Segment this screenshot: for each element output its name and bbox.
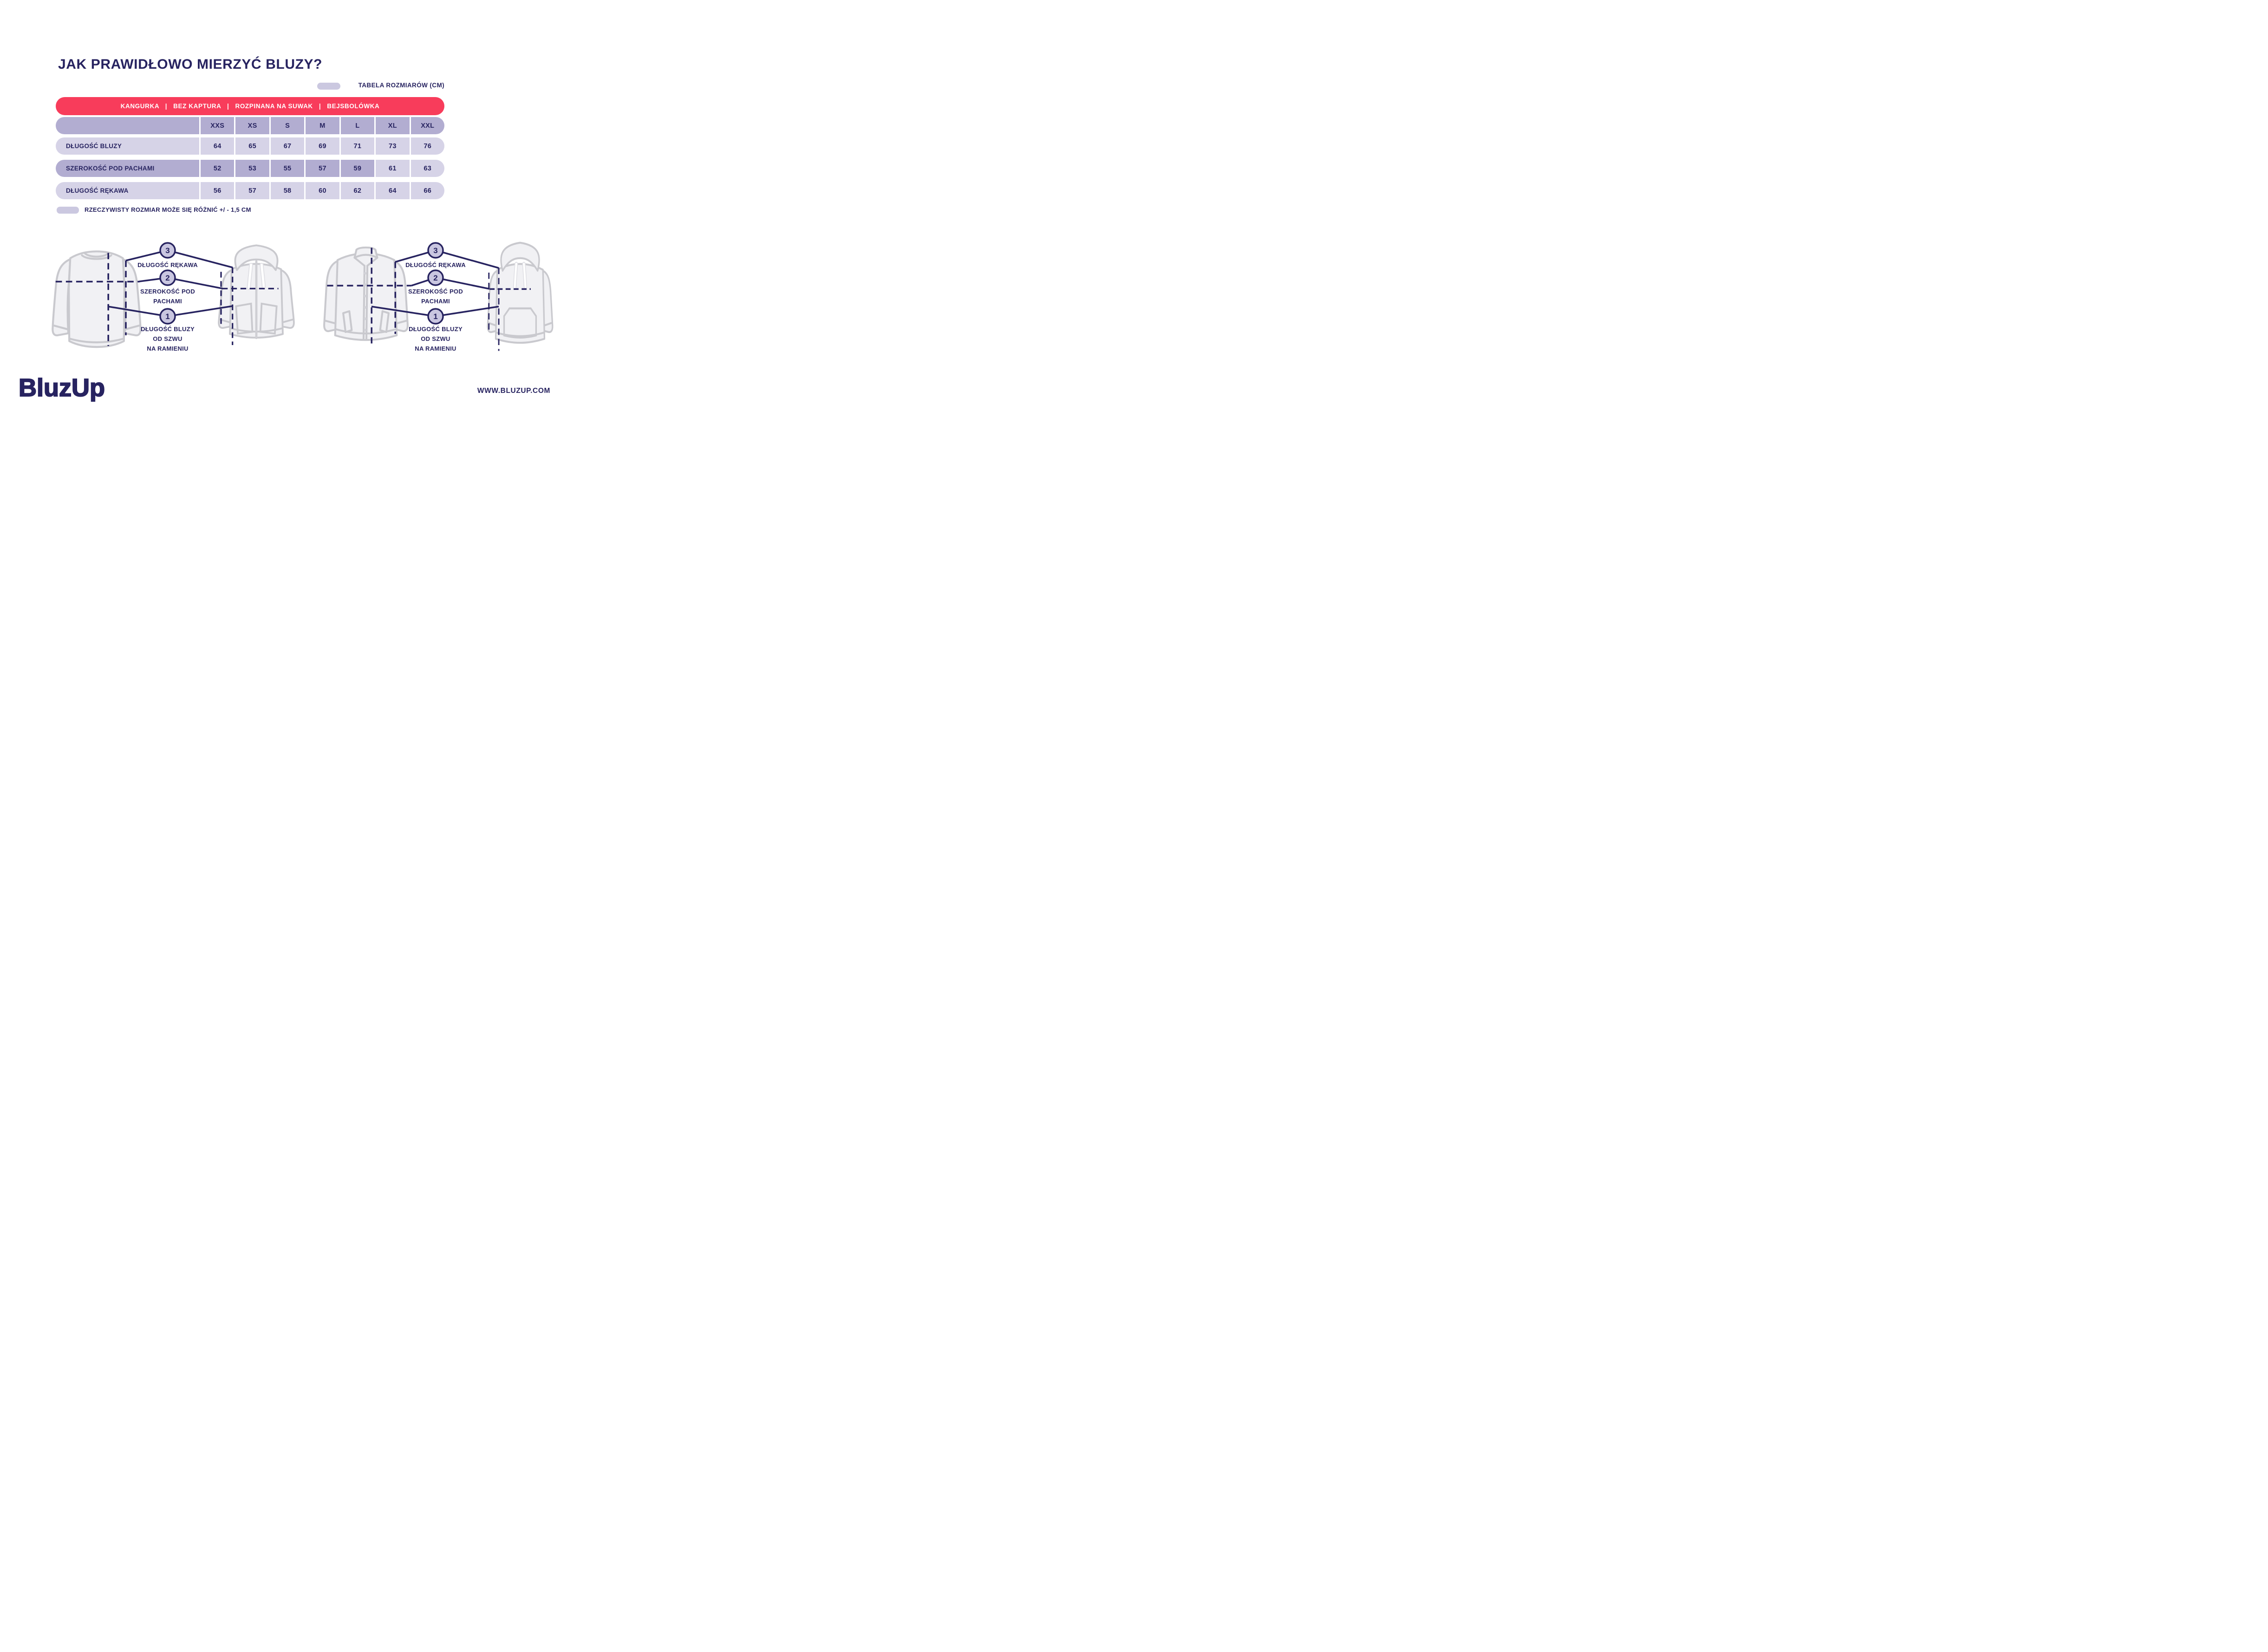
pullover-hoodie-illustration — [488, 243, 553, 351]
page-title: JAK PRAWIDŁOWO MIERZYĆ BLUZY? — [58, 57, 323, 72]
table-header-row: XXS XS S M L XL XXL — [56, 117, 444, 134]
callout-number: 3 — [165, 246, 169, 255]
size-cell: 67 — [270, 137, 305, 155]
callout-number: 2 — [165, 274, 169, 282]
callout-circle-1 — [159, 308, 176, 325]
size-cell: 64 — [376, 182, 410, 199]
size-cell: 57 — [306, 160, 339, 177]
table-caption: TABELA ROZMIARÓW (CM) — [358, 82, 444, 89]
size-cell: 73 — [376, 137, 410, 155]
diagram-hoodie-svg: 3 2 1 — [48, 242, 308, 368]
callout-circle-3 — [427, 242, 444, 259]
diagram-hoodie-set: 3 2 1 DŁUGOŚĆ RĘKAWA SZEROKOŚĆ POD PACHA… — [48, 234, 308, 368]
note-pill-icon — [57, 207, 79, 214]
size-note: RZECZYWISTY ROZMIAR MOŻE SIĘ RÓŻNIĆ +/ -… — [85, 206, 251, 213]
size-cell: 56 — [201, 182, 235, 199]
website-url: WWW.BLUZUP.COM — [477, 387, 550, 395]
corner-cell — [56, 117, 199, 134]
table-row-width: SZEROKOŚĆ POD PACHAMI 52 53 55 57 59 61 … — [56, 160, 444, 177]
category-banner-text: KANGURKA | BEZ KAPTURA | ROZPINANA NA SU… — [120, 103, 380, 110]
size-cell: 65 — [235, 137, 269, 155]
caption-pill-icon — [317, 83, 340, 90]
diagram-jacket-svg: 3 2 1 — [316, 234, 567, 368]
column-header-xxs: XXS — [201, 117, 235, 134]
callout-number: 1 — [165, 312, 169, 321]
infographic-page: JAK PRAWIDŁOWO MIERZYĆ BLUZY? TABELA ROZ… — [0, 0, 567, 413]
column-header-xxl: XXL — [411, 117, 444, 134]
size-cell: 57 — [235, 182, 269, 199]
callout-circle-1 — [427, 308, 444, 325]
size-cell: 53 — [235, 160, 269, 177]
row-label: DŁUGOŚĆ BLUZY — [56, 137, 199, 155]
size-cell: 62 — [340, 182, 375, 199]
callout-label-width: SZEROKOŚĆ POD PACHAMI — [140, 288, 196, 305]
category-banner: KANGURKA | BEZ KAPTURA | ROZPINANA NA SU… — [56, 97, 444, 115]
size-cell: 69 — [306, 137, 339, 155]
callout-number: 3 — [433, 246, 437, 255]
size-cell: 71 — [340, 137, 375, 155]
callout-label-width: SZEROKOŚĆ POD PACHAMI — [408, 288, 463, 305]
diagram-jacket-set: 3 2 1 DŁUGOŚĆ RĘKAWA SZEROKOŚĆ POD PACHA… — [316, 234, 567, 368]
callout-label-sleeve: DŁUGOŚĆ RĘKAWA — [405, 261, 466, 268]
table-row-length: DŁUGOŚĆ BLUZY 64 65 67 69 71 73 76 — [56, 137, 444, 155]
column-header-m: M — [306, 117, 339, 134]
column-header-l: L — [340, 117, 375, 134]
size-cell: 58 — [270, 182, 305, 199]
table-row-sleeve: DŁUGOŚĆ RĘKAWA 56 57 58 60 62 64 66 — [56, 182, 444, 199]
brand-logo: BluzUp — [18, 373, 105, 402]
size-cell: 64 — [201, 137, 235, 155]
callout-circle-2 — [159, 269, 176, 286]
size-cell: 76 — [411, 137, 444, 155]
size-cell: 63 — [411, 160, 444, 177]
size-table: XXS XS S M L XL XXL DŁUGOŚĆ BLUZY 64 65 … — [56, 117, 444, 204]
column-header-xl: XL — [376, 117, 410, 134]
column-header-xs: XS — [235, 117, 269, 134]
callout-label-length: DŁUGOŚĆ BLUZY OD SZWU NA RAMIENIU — [141, 326, 195, 352]
size-cell: 55 — [270, 160, 305, 177]
callout-circle-2 — [427, 269, 444, 286]
size-cell: 59 — [340, 160, 375, 177]
row-label: DŁUGOŚĆ RĘKAWA — [56, 182, 199, 199]
size-cell: 60 — [306, 182, 339, 199]
size-cell: 52 — [201, 160, 235, 177]
size-cell: 61 — [376, 160, 410, 177]
callout-number: 1 — [433, 312, 437, 321]
row-label: SZEROKOŚĆ POD PACHAMI — [56, 160, 199, 177]
callout-label-length: DŁUGOŚĆ BLUZY OD SZWU NA RAMIENIU — [409, 326, 463, 352]
size-cell: 66 — [411, 182, 444, 199]
column-header-s: S — [270, 117, 305, 134]
callout-label-sleeve: DŁUGOŚĆ RĘKAWA — [137, 261, 198, 268]
callout-number: 2 — [433, 274, 437, 282]
zip-hoodie-illustration — [219, 245, 294, 345]
callout-circle-3 — [159, 242, 176, 259]
